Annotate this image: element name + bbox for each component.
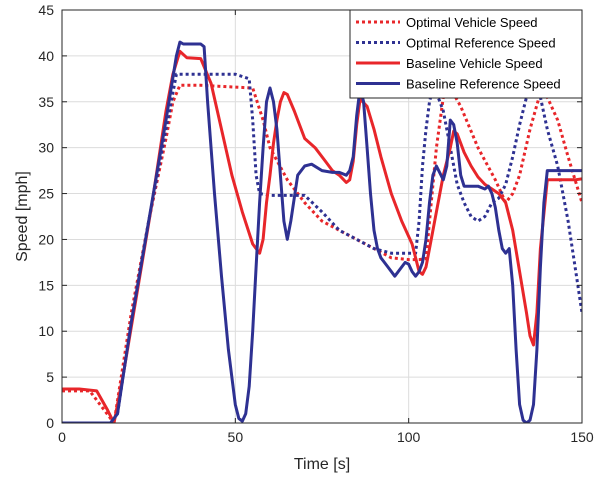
- series-layer: [62, 40, 582, 423]
- legend-label-optimal-vehicle-speed: Optimal Vehicle Speed: [406, 15, 538, 30]
- y-tick-label-6: 30: [38, 140, 54, 156]
- x-axis-title: Time [s]: [294, 456, 350, 473]
- y-tick-label-5: 25: [38, 186, 54, 202]
- x-tick-label-3: 150: [570, 429, 594, 445]
- x-tick-label-0: 0: [58, 429, 66, 445]
- y-tick-label-9: 45: [38, 2, 54, 18]
- x-tick-label-1: 50: [228, 429, 244, 445]
- axis-ticks: 0 50 100 150 0 5 10 15 20 25 30 35 40 45: [38, 2, 593, 445]
- legend: Optimal Vehicle Speed Optimal Reference S…: [349, 9, 583, 99]
- y-tick-label-0: 0: [46, 415, 54, 431]
- y-tick-label-1: 5: [46, 369, 54, 385]
- x-tick-label-2: 100: [397, 429, 421, 445]
- legend-label-baseline-vehicle-speed: Baseline Vehicle Speed: [406, 56, 543, 71]
- plot-frame: [61, 9, 583, 424]
- y-tick-label-2: 10: [38, 323, 54, 339]
- y-tick-label-4: 20: [38, 231, 54, 247]
- y-axis-title: Speed [mph]: [14, 171, 31, 262]
- y-tick-label-8: 40: [38, 48, 54, 64]
- legend-label-optimal-reference-speed: Optimal Reference Speed: [406, 36, 556, 51]
- y-tick-label-3: 15: [38, 277, 54, 293]
- series-line-baseline-reference-speed: [62, 40, 582, 423]
- y-tick-label-7: 35: [38, 94, 54, 110]
- legend-label-baseline-reference-speed: Baseline Reference Speed: [406, 77, 561, 92]
